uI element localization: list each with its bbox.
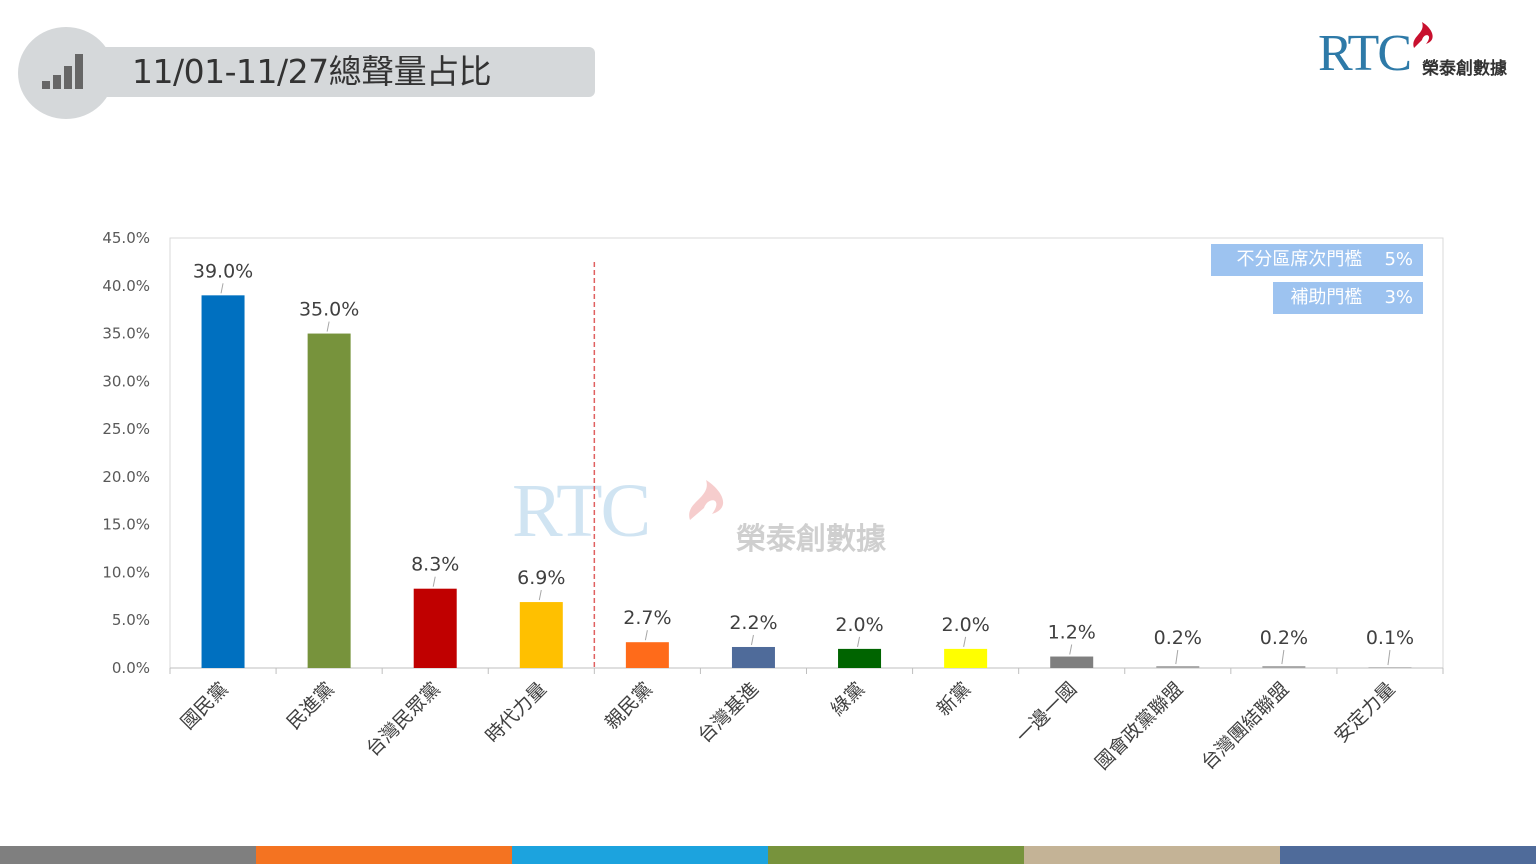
data-label: 0.2% xyxy=(1260,627,1308,649)
watermark-flame-icon xyxy=(689,480,724,520)
header-bar xyxy=(60,47,595,97)
bar-11 xyxy=(1368,667,1412,668)
data-label-leader xyxy=(963,636,967,647)
x-tick-label: 安定力量 xyxy=(1330,678,1399,747)
bar-10 xyxy=(1262,666,1306,668)
data-label: 1.2% xyxy=(1048,622,1096,644)
footer-color-strip xyxy=(0,846,1536,864)
logo-name: 榮泰創數據 xyxy=(1422,59,1507,79)
bar-5 xyxy=(731,646,775,668)
data-label-leader xyxy=(1281,649,1285,665)
data-label: 2.7% xyxy=(623,607,671,629)
plot-area-border xyxy=(169,237,1444,669)
bar-4 xyxy=(625,642,669,668)
data-label-leader xyxy=(326,321,330,332)
data-label-leader xyxy=(644,630,648,641)
data-label-leader xyxy=(750,634,754,646)
legend-subsidy-threshold-value: 3% xyxy=(1384,287,1413,308)
bar-1 xyxy=(307,333,351,668)
data-label: 0.1% xyxy=(1366,627,1414,649)
page-title: 11/01-11/27總聲量占比 xyxy=(132,52,492,91)
logo-brand: RTC xyxy=(1318,25,1412,82)
legend-subsidy-threshold-label: 補助門檻 xyxy=(1290,287,1363,308)
legend-seat-threshold: 不分區席次門檻 5% xyxy=(1211,244,1423,276)
y-tick-label: 5.0% xyxy=(112,611,150,629)
bar-7 xyxy=(944,648,988,668)
y-tick-label: 0.0% xyxy=(112,659,150,677)
bar-6 xyxy=(838,648,882,668)
bar-3 xyxy=(519,602,563,668)
bar-9 xyxy=(1156,666,1200,668)
data-label: 2.0% xyxy=(835,614,883,636)
footer-segment xyxy=(768,846,1024,864)
data-label-leader xyxy=(538,589,542,601)
x-tick-label: 台灣基進 xyxy=(694,678,763,747)
data-label: 6.9% xyxy=(517,567,565,589)
footer-segment xyxy=(256,846,512,864)
x-tick-label: 台灣團結聯盟 xyxy=(1197,678,1293,774)
data-label-leader xyxy=(432,576,436,587)
footer-segment xyxy=(0,846,256,864)
y-tick-label: 15.0% xyxy=(102,516,150,534)
data-label: 35.0% xyxy=(299,299,359,321)
x-tick-label: 一邊一國 xyxy=(1012,678,1081,747)
x-tick-label: 民進黨 xyxy=(283,678,339,734)
data-label-leader xyxy=(1069,644,1073,655)
y-tick-label: 20.0% xyxy=(102,468,150,486)
y-tick-label: 40.0% xyxy=(102,277,150,295)
bar-0 xyxy=(201,295,245,668)
footer-segment xyxy=(1280,846,1536,864)
data-label-leader xyxy=(220,283,224,294)
data-label-leader xyxy=(1387,649,1391,666)
x-tick-label: 新黨 xyxy=(933,678,975,720)
bar-8 xyxy=(1050,656,1094,668)
x-tick-label: 親民黨 xyxy=(601,678,657,734)
footer-segment xyxy=(1024,846,1280,864)
data-label-leader xyxy=(1175,649,1179,665)
legend-seat-threshold-value: 5% xyxy=(1384,249,1413,270)
watermark-brand: RTC xyxy=(512,469,651,553)
x-tick-label: 國會政黨聯盟 xyxy=(1091,678,1187,774)
bar-chart-icon xyxy=(42,54,83,89)
watermark-name: 榮泰創數據 xyxy=(736,522,886,557)
data-label: 2.0% xyxy=(941,614,989,636)
y-tick-label: 45.0% xyxy=(102,229,150,247)
y-tick-label: 25.0% xyxy=(102,420,150,438)
legend-seat-threshold-label: 不分區席次門檻 xyxy=(1236,249,1363,270)
bar-2 xyxy=(413,588,457,668)
y-tick-label: 35.0% xyxy=(102,325,150,343)
x-tick-label: 台灣民眾黨 xyxy=(362,678,445,761)
data-label: 8.3% xyxy=(411,554,459,576)
legend-subsidy-threshold: 補助門檻 3% xyxy=(1273,282,1423,314)
y-tick-label: 10.0% xyxy=(102,563,150,581)
company-logo: RTC 榮泰創數據 xyxy=(1312,14,1532,86)
x-tick-label: 國民黨 xyxy=(177,678,233,734)
data-label: 2.2% xyxy=(729,612,777,634)
x-tick-label: 時代力量 xyxy=(482,678,551,747)
data-label: 39.0% xyxy=(193,260,253,282)
logo-flame-icon xyxy=(1413,22,1433,48)
x-tick-label: 綠黨 xyxy=(827,678,869,720)
y-tick-label: 30.0% xyxy=(102,372,150,390)
data-label: 0.2% xyxy=(1154,627,1202,649)
data-label-leader xyxy=(857,636,861,647)
footer-segment xyxy=(512,846,768,864)
